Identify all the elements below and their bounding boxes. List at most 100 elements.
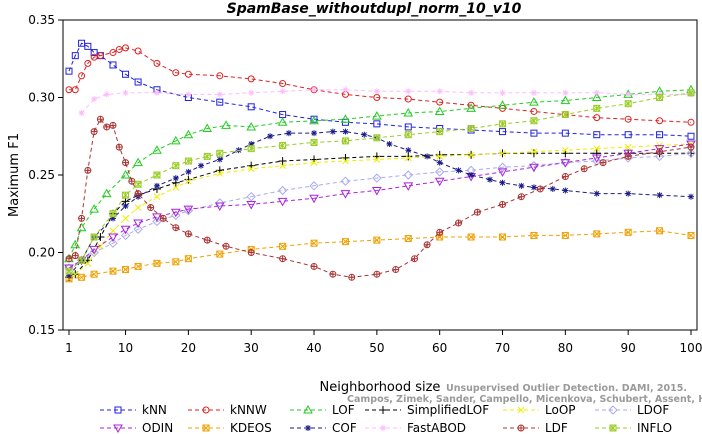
- data-point-cof: [486, 176, 493, 183]
- data-point-inflo: [65, 267, 73, 275]
- data-point-knnw: [373, 94, 381, 101]
- data-point-cof: [216, 156, 223, 163]
- data-point-ldof: [277, 185, 288, 196]
- legend-marker: [608, 405, 618, 415]
- data-point-ldf: [203, 236, 211, 244]
- data-point-odin: [340, 190, 351, 199]
- series-line-odin: [68, 143, 692, 269]
- data-point-ldf: [455, 219, 463, 227]
- data-point-ldf: [473, 208, 481, 216]
- data-point-knnw: [90, 53, 98, 61]
- data-point-lof: [89, 204, 99, 213]
- data-point-knnw: [624, 115, 632, 123]
- data-point-loop: [247, 165, 255, 173]
- data-point-kdeos: [279, 242, 287, 250]
- data-point-inflo: [153, 171, 161, 179]
- data-point-loop: [310, 159, 318, 166]
- legend-item-loop: LoOP: [503, 403, 576, 417]
- data-point-knnw: [71, 86, 79, 94]
- data-point-knn: [404, 123, 412, 131]
- data-point-ldf: [687, 143, 695, 151]
- data-point-kdeos: [310, 239, 318, 247]
- data-point-lof: [202, 123, 213, 132]
- data-point-kdeos: [561, 231, 569, 239]
- x-tick-label: 30: [244, 341, 259, 355]
- data-point-cof: [455, 167, 462, 174]
- data-point-ldf: [517, 193, 525, 201]
- data-point-lof: [221, 120, 231, 129]
- data-point-loop: [71, 270, 79, 278]
- series-ldf: [65, 115, 695, 281]
- data-point-ldf: [84, 166, 92, 174]
- data-point-inflo: [134, 180, 142, 188]
- data-point-lof: [434, 106, 445, 115]
- data-point-loop: [216, 170, 224, 177]
- data-point-ldf: [147, 204, 155, 212]
- legend: kNN kNNW LOF SimplifiedLOF LoOP LDOF ODIN KDEOS…: [100, 403, 672, 434]
- x-tick-label: 10: [118, 341, 133, 355]
- data-point-ldf: [373, 270, 381, 278]
- data-point-knnw: [687, 118, 695, 126]
- data-point-inflo: [90, 233, 98, 241]
- data-point-ldf: [159, 214, 167, 222]
- legend-marker: [114, 406, 122, 414]
- y-tick-label: 0.35: [28, 13, 55, 27]
- data-point-fastabod: [122, 89, 129, 96]
- data-point-fastabod: [153, 89, 160, 96]
- legend-marker: [202, 406, 210, 414]
- data-point-odin: [403, 182, 414, 191]
- data-point-lof: [497, 100, 508, 109]
- data-point-odin: [497, 168, 508, 177]
- series-line-ldof: [68, 152, 692, 269]
- legend-label: kNNW: [230, 403, 267, 417]
- x-tick-label: 70: [495, 341, 510, 355]
- data-point-ldf: [411, 255, 419, 263]
- data-point-cof: [562, 187, 569, 194]
- data-point-ldf: [348, 273, 356, 281]
- chart-title: SpamBase_withoutdupl_norm_10_v10: [227, 1, 522, 17]
- data-point-fastabod: [625, 91, 632, 98]
- y-tick-label: 0.20: [28, 246, 55, 260]
- series-line-knn: [68, 42, 692, 137]
- data-point-odin: [152, 213, 162, 222]
- data-point-lof: [403, 107, 414, 117]
- x-tick-label: 20: [181, 341, 196, 355]
- legend-label: LDOF: [637, 403, 669, 417]
- y-axis-label: Maximum F1: [7, 133, 22, 217]
- data-point-cof: [625, 190, 632, 197]
- data-point-lof: [133, 157, 143, 167]
- data-point-fastabod: [216, 91, 223, 98]
- legend-marker: [303, 404, 313, 414]
- data-point-loop: [624, 143, 632, 151]
- legend-label: COF: [332, 421, 357, 434]
- series-inflo: [65, 89, 695, 275]
- x-tick-label: 1: [65, 341, 73, 355]
- series-ldof: [64, 148, 696, 273]
- series-fastabod: [78, 86, 694, 116]
- data-point-kdeos: [78, 273, 86, 281]
- legend-item-ldof: LDOF: [595, 403, 669, 417]
- data-point-fastabod: [248, 89, 255, 96]
- data-point-knn: [373, 120, 381, 128]
- data-point-knnw: [656, 117, 664, 125]
- legend-marker: [517, 406, 525, 414]
- data-point-kdeos: [122, 266, 130, 274]
- data-point-fastabod: [405, 88, 412, 95]
- data-point-inflo: [499, 120, 507, 128]
- data-point-cof: [361, 131, 368, 138]
- series-line-fastabod: [81, 89, 691, 114]
- data-point-fastabod: [103, 91, 110, 98]
- data-point-cof: [311, 130, 318, 137]
- data-point-kdeos: [687, 231, 695, 239]
- x-axis-label: Neighborhood size: [320, 380, 441, 395]
- data-point-ldf: [103, 123, 111, 131]
- data-point-ldof: [171, 210, 181, 221]
- data-point-ldf: [222, 242, 230, 250]
- series-knn: [65, 39, 695, 140]
- data-point-ldof: [686, 148, 696, 159]
- data-point-knnw: [184, 70, 192, 78]
- data-point-lof: [70, 239, 81, 249]
- data-point-ldf: [423, 241, 431, 249]
- data-point-inflo: [247, 145, 255, 153]
- data-point-kdeos: [656, 227, 664, 235]
